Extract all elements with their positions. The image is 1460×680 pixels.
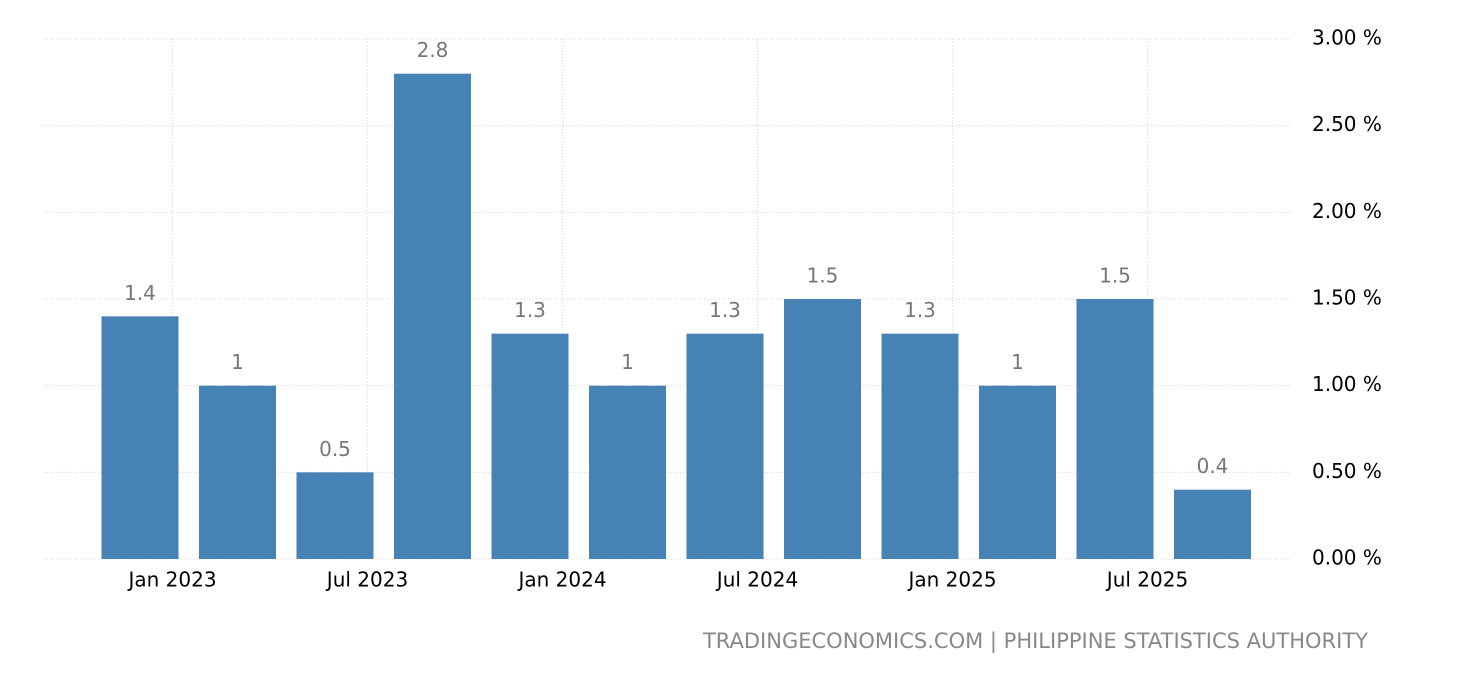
bar [101,316,179,559]
bar [1174,489,1251,559]
bar [589,385,666,559]
value-label: 1.4 [124,281,156,305]
value-label: 1 [1011,350,1024,374]
value-label: 1.3 [904,298,936,322]
y-tick-label: 1.00 % [1312,372,1382,396]
x-tick-label: Jan 2025 [906,568,996,592]
bar [296,472,374,559]
x-tick-label: Jan 2023 [126,568,216,592]
value-label: 0.5 [319,437,351,461]
bar [881,333,959,559]
value-label: 1 [231,350,244,374]
y-tick-label: 2.50 % [1312,112,1382,136]
value-label: 1 [621,350,634,374]
bar [394,73,471,560]
value-label: 1.3 [709,298,741,322]
value-label: 1.3 [514,298,546,322]
y-tick-label: 0.50 % [1312,459,1382,483]
y-tick-label: 0.00 % [1312,546,1382,570]
x-tick-label: Jul 2025 [1105,568,1188,592]
y-tick-label: 2.00 % [1312,199,1382,223]
x-tick-label: Jan 2024 [516,568,606,592]
bar [491,333,569,559]
bar [686,333,764,559]
y-tick-label: 1.50 % [1312,286,1382,310]
bar [784,299,861,559]
y-tick-label: 3.00 % [1312,26,1382,50]
bar [1076,299,1154,559]
value-label: 1.5 [1099,264,1131,288]
value-label: 0.4 [1197,454,1229,478]
x-tick-label: Jul 2023 [325,568,408,592]
value-label: 2.8 [417,38,449,62]
x-tick-label: Jul 2024 [715,568,798,592]
value-label: 1.5 [807,264,839,288]
bar [979,385,1056,559]
bar [199,385,276,559]
source: TRADINGECONOMICS.COM | PHILIPPINE STATIS… [702,629,1368,654]
